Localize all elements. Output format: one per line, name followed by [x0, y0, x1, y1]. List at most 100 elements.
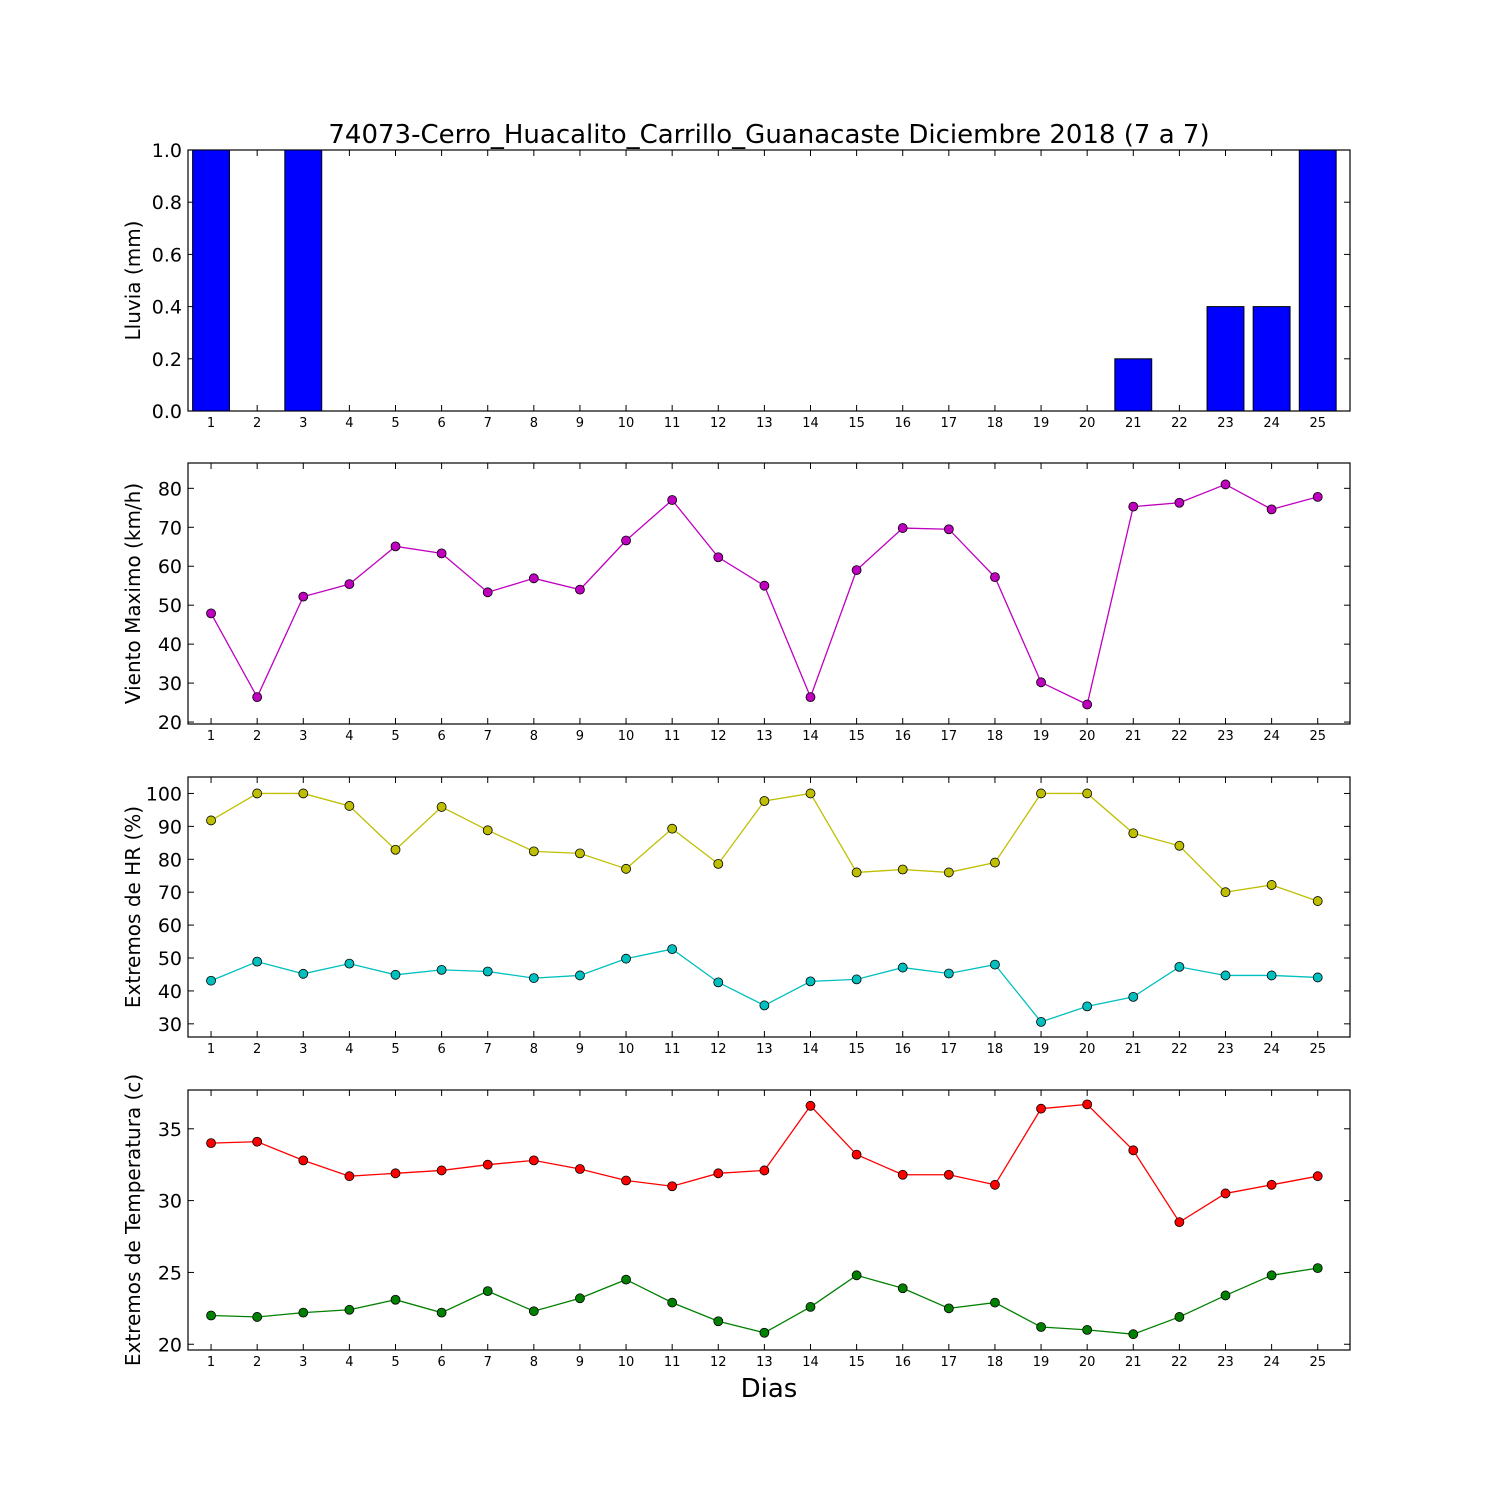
x-tick-label: 12: [710, 1355, 727, 1370]
y-tick-label: 70: [158, 517, 182, 539]
series-2-point-day-2: [252, 1312, 263, 1322]
series-1-point-day-17: [943, 867, 954, 878]
series-1-point-day-24: [1266, 1179, 1277, 1190]
y-tick-label: 60: [158, 915, 182, 937]
series-2-point-day-4: [344, 958, 355, 969]
x-tick-label: 23: [1217, 1042, 1234, 1057]
series-1-point-day-8: [528, 846, 539, 857]
y-axis-label: Viento Maximo (km/h): [121, 483, 145, 704]
x-tick-label: 1: [207, 1355, 215, 1370]
x-tick-label: 25: [1309, 1355, 1326, 1370]
series-1-point-day-10: [621, 535, 631, 546]
series-2-point-day-8: [528, 1306, 539, 1317]
y-tick-label: 60: [158, 556, 182, 578]
series-1-point-day-24: [1266, 504, 1277, 515]
y-tick-label: 50: [158, 595, 182, 617]
x-tick-label: 22: [1171, 416, 1188, 431]
x-axis-label: Dias: [741, 1374, 798, 1404]
x-tick-label: 7: [484, 1042, 492, 1057]
x-tick-label: 18: [987, 729, 1004, 744]
series-1-point-day-4: [344, 801, 355, 811]
y-tick-label: 90: [158, 816, 182, 838]
x-tick-label: 19: [1033, 729, 1050, 744]
y-tick-label: 100: [146, 783, 182, 805]
x-tick-label: 14: [802, 1355, 819, 1370]
series-1-point-day-22: [1174, 497, 1185, 508]
x-tick-label: 9: [576, 1042, 584, 1057]
x-tick-label: 18: [987, 1042, 1004, 1057]
series-1-point-day-9: [575, 584, 585, 595]
plot-frame: [187, 149, 1351, 412]
series-1-point-day-25: [1312, 491, 1323, 502]
x-tick-label: 15: [848, 729, 865, 744]
x-tick-label: 1: [207, 416, 215, 431]
series-1-point-day-4: [344, 1171, 355, 1182]
series-1-point-day-21: [1128, 501, 1139, 512]
series-2-point-day-15: [851, 1270, 862, 1281]
series-1-point-day-1: [206, 815, 216, 826]
series-1-point-day-23: [1220, 887, 1231, 898]
x-tick-label: 9: [576, 729, 584, 744]
x-tick-label: 21: [1125, 1355, 1142, 1370]
x-tick-label: 22: [1171, 1355, 1188, 1370]
series-2-point-day-6: [436, 964, 447, 975]
series-1-point-day-17: [943, 1169, 954, 1180]
series-2-point-day-1: [206, 1310, 216, 1321]
x-tick-label: 5: [391, 416, 399, 431]
series-2-point-day-24: [1266, 1270, 1277, 1281]
x-tick-label: 7: [484, 416, 492, 431]
x-tick-label: 14: [802, 416, 819, 431]
x-tick-label: 6: [437, 729, 445, 744]
series-1-point-day-16: [897, 523, 908, 533]
series-1-point-day-5: [390, 541, 401, 552]
x-tick-label: 24: [1263, 729, 1280, 744]
series-2-point-day-14: [805, 1302, 816, 1312]
series-2-point-day-17: [943, 968, 954, 979]
x-tick-label: 5: [391, 1355, 399, 1370]
x-tick-label: 19: [1033, 1355, 1050, 1370]
y-tick-label: 40: [158, 634, 182, 656]
series-2-point-day-10: [621, 953, 631, 964]
series-1-point-day-18: [990, 1179, 1000, 1190]
x-tick-label: 22: [1171, 1042, 1188, 1057]
series-1-point-day-15: [851, 565, 862, 576]
x-tick-label: 22: [1171, 729, 1188, 744]
x-tick-label: 11: [664, 1355, 681, 1370]
series-2-point-day-7: [482, 1286, 493, 1297]
x-tick-label: 12: [710, 729, 727, 744]
x-tick-label: 6: [437, 1042, 445, 1057]
series-1-point-day-5: [390, 844, 401, 855]
x-tick-label: 13: [756, 1355, 773, 1370]
series-1-point-day-3: [298, 591, 309, 602]
y-tick-label: 80: [158, 478, 182, 500]
bar-day-21: [1114, 358, 1153, 412]
x-tick-label: 3: [299, 416, 307, 431]
series-2-point-day-20: [1082, 1001, 1093, 1012]
series-1-point-day-11: [667, 823, 678, 834]
y-tick-label: 30: [158, 1014, 182, 1036]
x-tick-label: 10: [618, 1355, 635, 1370]
series-1-point-day-6: [436, 1165, 447, 1176]
series-1-point-day-6: [436, 548, 447, 559]
x-tick-label: 19: [1033, 1042, 1050, 1057]
x-tick-label: 21: [1125, 416, 1142, 431]
x-tick-label: 10: [618, 729, 635, 744]
series-2-point-day-9: [575, 1293, 585, 1304]
x-tick-label: 3: [299, 1042, 307, 1057]
x-tick-label: 7: [484, 1355, 492, 1370]
series-2-point-day-13: [759, 1000, 770, 1011]
x-tick-label: 17: [941, 729, 958, 744]
series-1-point-day-2: [252, 692, 263, 703]
series-2-point-day-18: [990, 959, 1000, 970]
series-2-point-day-3: [298, 1307, 309, 1318]
series-1-point-day-12: [713, 858, 724, 869]
x-tick-label: 17: [941, 416, 958, 431]
series-1-point-day-25: [1312, 1171, 1323, 1182]
series-1-point-day-14: [805, 788, 816, 799]
series-2-point-day-21: [1128, 991, 1139, 1002]
series-2-point-day-10: [621, 1274, 631, 1285]
series-2-point-day-8: [528, 973, 539, 983]
x-tick-label: 10: [618, 1042, 635, 1057]
